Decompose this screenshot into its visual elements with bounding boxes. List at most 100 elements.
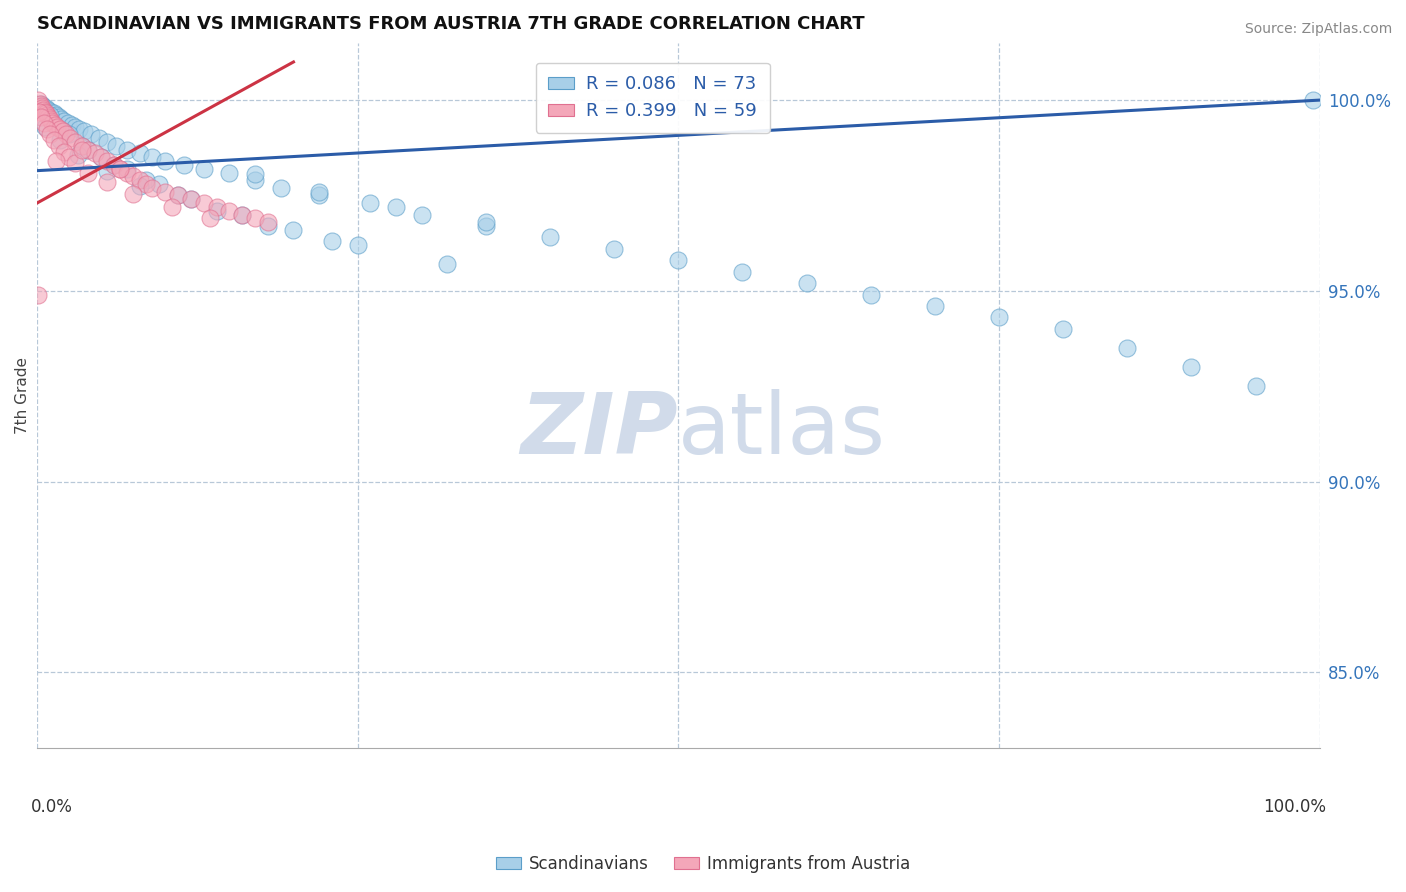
Point bbox=[135, 173, 157, 187]
Point bbox=[52, 123, 75, 137]
Point bbox=[34, 120, 56, 134]
Point bbox=[34, 104, 56, 119]
Point bbox=[28, 104, 51, 119]
Point bbox=[56, 116, 79, 130]
Point bbox=[135, 177, 157, 191]
Point bbox=[308, 188, 330, 202]
Point bbox=[77, 143, 100, 157]
Point bbox=[87, 131, 110, 145]
Point bbox=[243, 173, 266, 187]
Point bbox=[1116, 341, 1139, 355]
Legend: R = 0.086   N = 73, R = 0.399   N = 59: R = 0.086 N = 73, R = 0.399 N = 59 bbox=[536, 62, 769, 133]
Point bbox=[270, 181, 292, 195]
Point bbox=[30, 99, 52, 113]
Point bbox=[115, 143, 138, 157]
Point bbox=[115, 161, 138, 176]
Point bbox=[65, 156, 87, 170]
Point bbox=[141, 150, 163, 164]
Point bbox=[173, 158, 195, 172]
Point bbox=[180, 192, 202, 206]
Point bbox=[96, 175, 118, 189]
Point bbox=[52, 114, 75, 128]
Point bbox=[44, 118, 66, 132]
Point bbox=[55, 128, 77, 142]
Point bbox=[83, 146, 105, 161]
Point bbox=[46, 120, 69, 134]
Point bbox=[231, 207, 253, 221]
Point bbox=[37, 108, 59, 122]
Point bbox=[39, 104, 62, 119]
Point bbox=[218, 165, 240, 179]
Point bbox=[58, 150, 80, 164]
Point bbox=[38, 112, 60, 127]
Point bbox=[205, 203, 228, 218]
Point bbox=[359, 196, 381, 211]
Point bbox=[31, 101, 53, 115]
Point bbox=[385, 200, 408, 214]
Point bbox=[167, 188, 190, 202]
Point bbox=[32, 116, 55, 130]
Point bbox=[30, 96, 52, 111]
Point bbox=[193, 196, 215, 211]
Text: atlas: atlas bbox=[678, 390, 886, 473]
Point bbox=[66, 148, 89, 162]
Point bbox=[666, 253, 689, 268]
Point bbox=[27, 93, 49, 107]
Point bbox=[27, 287, 49, 301]
Point bbox=[49, 121, 72, 136]
Point bbox=[105, 139, 128, 153]
Point bbox=[231, 207, 253, 221]
Point bbox=[45, 108, 67, 122]
Point bbox=[45, 154, 67, 169]
Point bbox=[128, 178, 150, 193]
Point bbox=[90, 150, 112, 164]
Point bbox=[1302, 93, 1324, 107]
Point bbox=[160, 200, 183, 214]
Point bbox=[42, 133, 65, 147]
Point bbox=[37, 110, 59, 124]
Text: SCANDINAVIAN VS IMMIGRANTS FROM AUSTRIA 7TH GRADE CORRELATION CHART: SCANDINAVIAN VS IMMIGRANTS FROM AUSTRIA … bbox=[37, 15, 865, 33]
Point bbox=[218, 203, 240, 218]
Point bbox=[796, 276, 818, 290]
Point bbox=[32, 103, 55, 117]
Point bbox=[141, 181, 163, 195]
Point bbox=[128, 146, 150, 161]
Point bbox=[1244, 379, 1267, 393]
Point bbox=[52, 145, 75, 159]
Point bbox=[77, 143, 100, 157]
Point bbox=[321, 234, 343, 248]
Point bbox=[180, 192, 202, 206]
Point bbox=[48, 139, 70, 153]
Text: 0.0%: 0.0% bbox=[31, 797, 72, 816]
Point bbox=[77, 165, 100, 179]
Point bbox=[731, 265, 754, 279]
Point bbox=[167, 188, 190, 202]
Point bbox=[110, 161, 132, 176]
Point bbox=[859, 287, 882, 301]
Point bbox=[96, 135, 118, 149]
Point bbox=[39, 114, 62, 128]
Point bbox=[52, 123, 75, 137]
Point bbox=[436, 257, 458, 271]
Point bbox=[155, 154, 177, 169]
Point bbox=[38, 108, 60, 122]
Point bbox=[70, 139, 93, 153]
Point bbox=[283, 223, 305, 237]
Point bbox=[988, 310, 1011, 325]
Point bbox=[65, 135, 87, 149]
Text: Source: ZipAtlas.com: Source: ZipAtlas.com bbox=[1244, 22, 1392, 37]
Point bbox=[256, 219, 278, 233]
Point bbox=[42, 106, 65, 120]
Point bbox=[205, 200, 228, 214]
Point bbox=[49, 133, 72, 147]
Point bbox=[65, 120, 87, 134]
Point bbox=[30, 110, 52, 124]
Point bbox=[38, 128, 60, 142]
Point bbox=[148, 177, 170, 191]
Point bbox=[411, 207, 433, 221]
Point bbox=[70, 143, 93, 157]
Point bbox=[538, 230, 561, 244]
Point bbox=[90, 150, 112, 164]
Point bbox=[35, 106, 58, 120]
Point bbox=[35, 121, 58, 136]
